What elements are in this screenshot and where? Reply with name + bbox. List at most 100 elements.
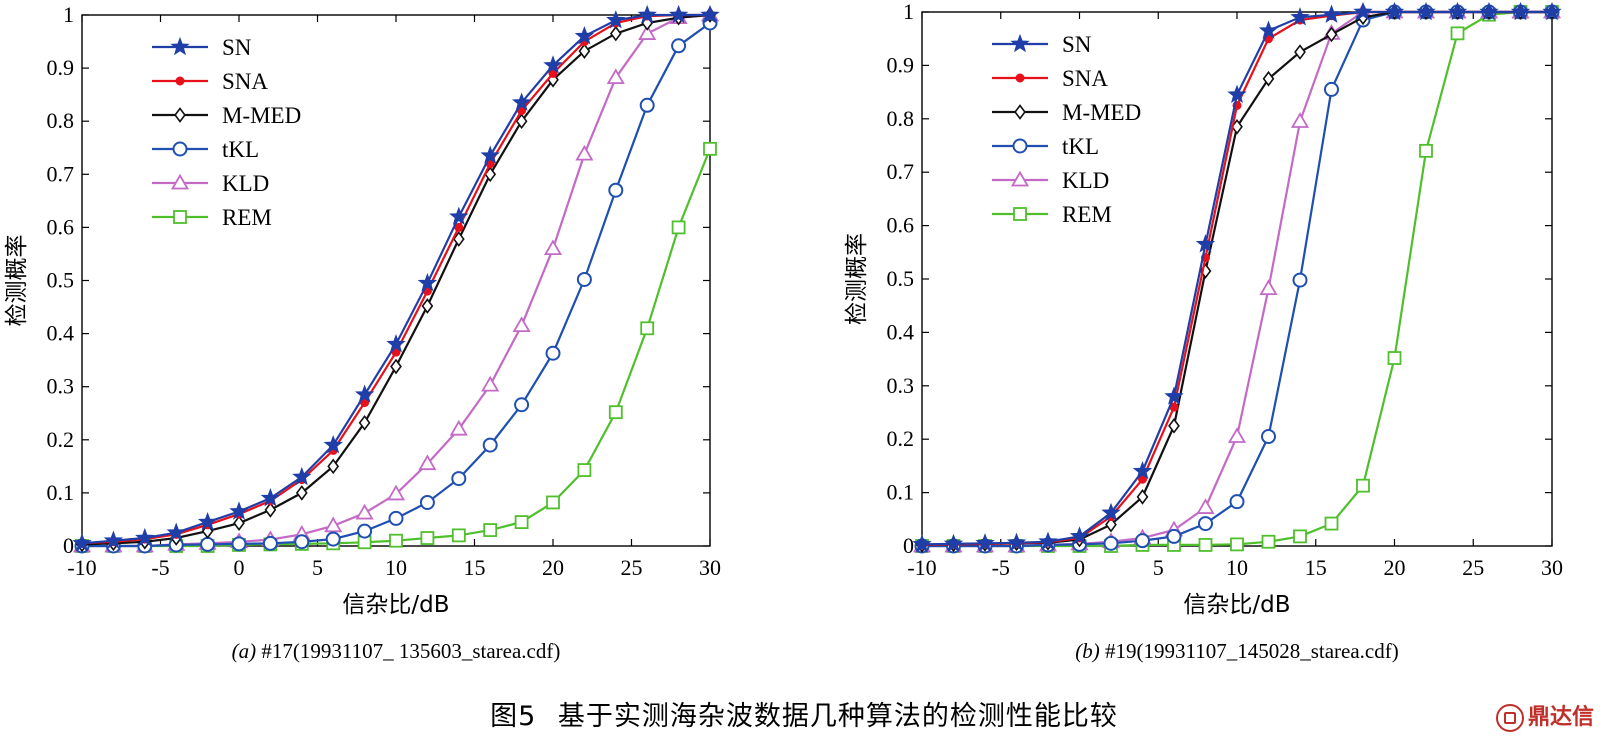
subcaption-text: #17(19931107_ 135603_starea.cdf) (261, 639, 560, 663)
series-line (81, 13, 710, 545)
data-point (1416, 1, 1436, 21)
y-tick-label: 0.6 (47, 214, 75, 239)
data-point (419, 494, 435, 510)
data-point (1450, 26, 1465, 41)
data-point (294, 534, 310, 550)
y-axis-label: 检测概率 (4, 235, 30, 327)
series-tkl (74, 15, 718, 554)
data-point (514, 515, 529, 530)
data-point (1324, 516, 1339, 531)
data-point (1198, 538, 1213, 552)
data-point (1229, 494, 1245, 510)
legend-label: SNA (1062, 66, 1108, 91)
x-tick-label: -10 (67, 555, 96, 580)
data-point (575, 144, 594, 161)
legend-marker (175, 76, 185, 86)
series-line (81, 13, 711, 546)
y-tick-label: 0.9 (47, 55, 75, 80)
data-point (606, 68, 625, 85)
data-point (608, 405, 623, 420)
y-tick-label: 0.1 (47, 480, 75, 505)
subcaption: (b) #19(19931107_145028_starea.cdf) (1075, 639, 1398, 663)
data-point (1387, 351, 1402, 365)
series-line (82, 13, 711, 548)
data-point (574, 26, 595, 45)
data-point (229, 501, 249, 520)
data-point (511, 92, 532, 111)
data-point (200, 536, 216, 552)
figure-canvas: -10 -5 0 5 10 15 20 25 3000.10.20.30.40.50.60.70… (4, 0, 1563, 663)
data-point (912, 534, 932, 553)
data-point (1325, 26, 1338, 43)
data-point (1166, 528, 1182, 544)
data-point (1262, 70, 1275, 87)
y-tick-label: 0.5 (887, 266, 915, 291)
legend-marker (172, 141, 188, 157)
data-point (451, 528, 466, 543)
data-point (264, 502, 277, 518)
data-point (577, 463, 592, 477)
x-tick-label: -5 (151, 555, 169, 580)
data-point (1198, 516, 1213, 532)
legend-label: KLD (1062, 168, 1109, 193)
figure-caption: 图5 基于实测海杂波数据几种算法的检测性能比较 (0, 694, 1608, 733)
data-point (1258, 20, 1279, 39)
watermark: 鼎达信 (1495, 699, 1594, 732)
data-point (671, 38, 687, 54)
data-point (231, 536, 247, 552)
y-tick-label: 1 (63, 2, 74, 27)
figure-caption-label: 图5 (490, 701, 537, 732)
legend-label: KLD (222, 171, 269, 196)
data-point (1227, 84, 1247, 104)
data-point (418, 454, 437, 471)
y-tick-label: 0.6 (887, 213, 915, 238)
legend-label: M-MED (1062, 100, 1141, 125)
data-point (1101, 502, 1121, 522)
series-sn (912, 1, 1562, 553)
chart-panel-a: -10 -5 0 5 10 15 20 25 30 0 0.1 0.2 0.3 0.4 0.5 0.6 0.7 0… (4, 2, 721, 663)
data-point (357, 523, 373, 539)
data-point (1136, 489, 1149, 505)
legend: SN SNA M-MED tKL KLD REM (152, 35, 301, 230)
data-point (1447, 1, 1468, 21)
legend: SN SNA M-MED tKL KLD REM (992, 32, 1141, 227)
subcaption-text: #19(19931107_145028_starea.cdf) (1105, 639, 1399, 663)
y-tick-label: 0.4 (887, 319, 915, 344)
y-tick-label: 0.2 (47, 427, 75, 452)
subcaption-tag: (a) (232, 639, 262, 663)
data-point (451, 471, 467, 487)
data-point (1510, 1, 1531, 21)
data-point (1135, 533, 1150, 549)
data-point (327, 458, 340, 475)
x-axis-label: 信杂比/dB (1183, 592, 1290, 618)
data-point (1105, 516, 1117, 533)
x-tick-label: -5 (992, 555, 1010, 580)
data-point (323, 434, 343, 454)
legend-label: SN (222, 35, 252, 60)
subcaption-tag: (b) (1075, 639, 1105, 663)
x-tick-label: 20 (542, 555, 564, 580)
data-point (1290, 7, 1310, 26)
x-tick-label: 5 (1153, 555, 1164, 580)
data-point (1290, 112, 1310, 128)
x-tick-label: 5 (312, 555, 323, 580)
data-point (324, 516, 343, 533)
series-sna (77, 10, 715, 548)
data-point (975, 533, 995, 552)
data-point (1261, 534, 1276, 549)
series-m-med (76, 7, 716, 553)
data-point (1292, 272, 1308, 288)
data-point (233, 515, 245, 532)
x-tick-label: 30 (1541, 555, 1563, 580)
data-point (197, 511, 218, 531)
data-point (1324, 81, 1339, 97)
data-point (295, 485, 308, 501)
data-point (700, 4, 720, 24)
data-point (1294, 44, 1306, 60)
data-point (389, 533, 403, 548)
data-point (637, 4, 657, 24)
x-tick-label: 15 (1305, 555, 1327, 580)
data-point (417, 273, 438, 292)
data-point (480, 145, 500, 164)
legend-label: tKL (222, 137, 259, 162)
